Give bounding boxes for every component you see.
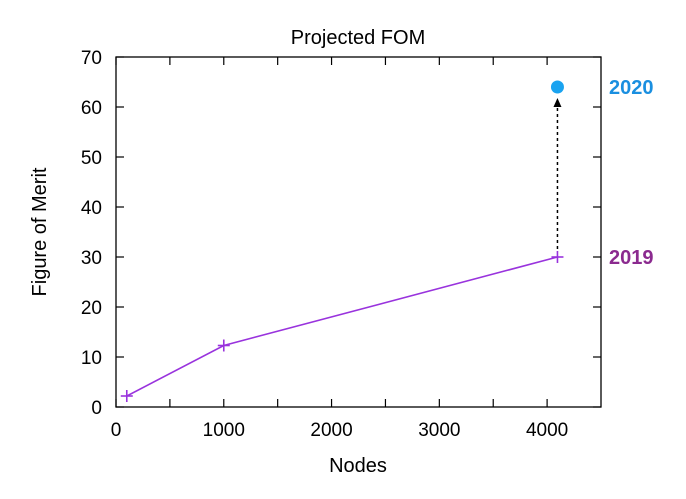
year-label: 2020 [609, 77, 654, 99]
y-tick-label: 10 [81, 348, 102, 369]
projected-point [550, 80, 564, 94]
chart-title: Projected FOM [291, 27, 425, 49]
plot-frame [115, 56, 602, 408]
y-tick-label: 30 [81, 248, 102, 269]
plot-area [115, 56, 602, 408]
projection-arrow-head [553, 98, 562, 107]
x-tick-label: 2000 [310, 420, 352, 441]
series-line [126, 256, 558, 397]
y-tick-label: 40 [81, 198, 102, 219]
y-axis: 0 10 20 30 40 50 60 70 [81, 48, 601, 419]
year-label: 2019 [609, 247, 654, 269]
data-point-marker [217, 339, 230, 352]
y-tick-label: 60 [81, 98, 102, 119]
data-point-marker [551, 251, 564, 263]
data-point-marker [120, 390, 133, 402]
x-tick-label: 3000 [418, 420, 460, 441]
series-layer [120, 251, 564, 402]
y-tick-label: 0 [91, 398, 102, 419]
x-axis: 0 1000 2000 3000 4000 [111, 57, 568, 441]
x-tick-label: 0 [111, 420, 122, 441]
annotation-layer: 2020 2019 [550, 77, 654, 269]
y-tick-label: 20 [81, 298, 102, 319]
x-tick-label: 4000 [526, 420, 568, 441]
x-tick-label: 1000 [203, 420, 245, 441]
y-tick-label: 70 [81, 48, 102, 69]
y-tick-label: 50 [81, 148, 102, 169]
y-axis-label: Figure of Merit [29, 167, 51, 296]
x-axis-label: Nodes [329, 455, 387, 477]
